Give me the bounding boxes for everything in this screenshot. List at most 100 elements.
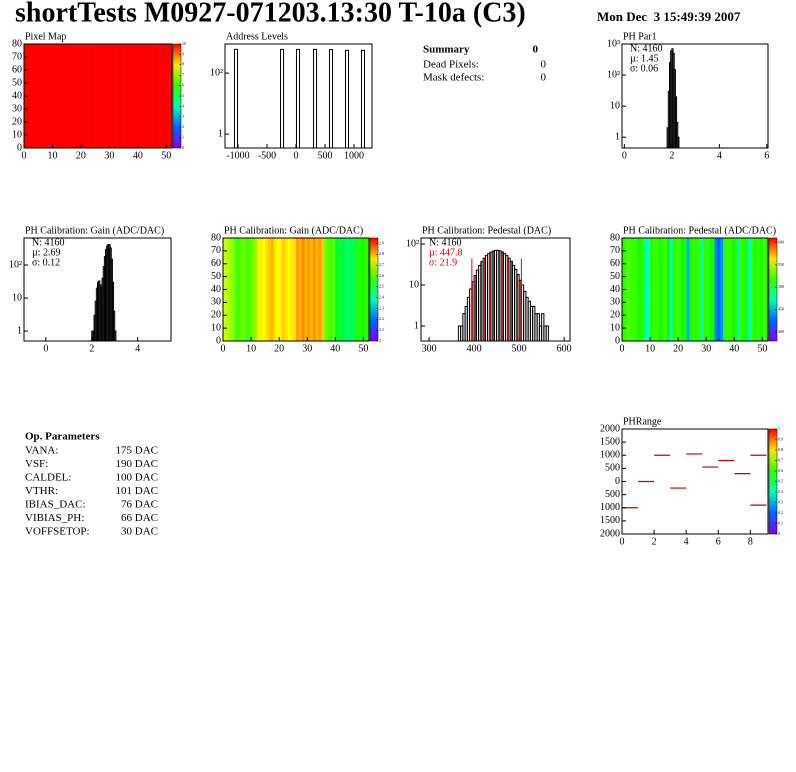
y-tick-label: 10 [211,322,221,333]
heatmap-column [248,238,252,341]
heatmap-column [723,238,727,341]
heatmap-column [329,238,333,341]
heatmap-column [759,238,763,341]
stats-text: σ: 21.9 [429,257,457,268]
x-tick-label: 0 [294,150,299,161]
y-tick-label: 1500 [600,515,620,526]
z-tick-label: 400 [778,329,784,334]
heatmap-column [49,44,53,148]
heatmap-column [117,44,122,148]
heatmap-column [714,238,718,341]
heatmap-column [103,44,107,148]
color-bar [369,237,379,342]
heatmap-column [340,238,345,341]
heatmap-column [697,238,701,341]
heatmap-column [120,44,124,148]
x-tick-label: 20 [673,343,683,354]
heatmap-column [55,44,59,148]
summary-total: 0 [533,44,539,56]
heatmap-column [360,238,364,341]
x-tick-label: 6 [716,536,721,547]
heatmap-column [160,44,164,148]
color-bar [768,237,778,342]
heatmap-column [92,44,96,148]
z-tick-label: 2.1 [379,327,384,332]
heatmap-column [273,238,277,341]
y-tick-label: 60 [610,258,620,269]
heatmap-column [680,238,685,341]
heatmap-column [717,238,721,341]
heatmap-column [343,238,347,341]
y-tick-label: 2000 [600,423,620,434]
heatmap-column [38,44,42,148]
heatmap-column [756,238,760,341]
y-tick-label: 30 [211,297,221,308]
z-tick-label: 0.6 [778,468,783,473]
heatmap-column [225,238,229,341]
heatmap-column [633,238,637,341]
heatmap-column [237,238,241,341]
heatmap-column [765,238,769,341]
y-tick-label: 60 [211,258,221,269]
heatmap-column [115,44,119,148]
x-tick-label: 20 [76,150,86,161]
heatmap-column [751,238,755,341]
heatmap-column [748,238,752,341]
heatmap-column [737,238,741,341]
heatmap-column [366,238,370,341]
param-value: 66 DAC [121,512,158,524]
y-tick-label: 80 [211,232,221,243]
y-tick-label: 1000 [600,450,620,461]
heatmap-column [137,44,141,148]
x-tick-label: 0 [620,343,625,354]
z-tick-label: 2.8 [379,251,384,256]
heatmap-column [315,238,319,341]
heatmap-column [742,238,746,341]
heatmap-column [281,238,286,341]
x-tick-label: 500 [512,343,527,354]
heatmap-column [135,44,139,148]
x-tick-label: 50 [358,343,368,354]
heatmap-column [154,44,159,148]
y-tick-label: 10 [12,292,22,303]
summary-value: 0 [541,72,547,84]
heatmap-column [98,44,102,148]
heatmap-column [301,238,305,341]
heatmap-column [279,238,283,341]
heatmap-column [307,238,311,341]
summary-label: Mask defects: [423,72,484,84]
heatmap-column [146,44,150,148]
heatmap-column [630,238,634,341]
x-tick-label: 40 [729,343,739,354]
heatmap-column [310,238,314,341]
heatmap-column [267,238,272,341]
heatmap-column [63,44,67,148]
z-tick-label: 0.8 [778,447,783,452]
heatmap-column [296,238,300,341]
heatmap-column [312,238,316,341]
heatmap-column [753,238,758,341]
heatmap-column [318,238,322,341]
heatmap-column [132,44,136,148]
heatmap-column [709,238,713,341]
heatmap-column [324,238,328,341]
heatmap-column [109,44,113,148]
heatmap-column [35,44,39,148]
z-tick-label: 2 [379,338,381,343]
z-tick-label: 4 [182,103,184,108]
heatmap-column [41,44,45,148]
heatmap-column [83,44,87,148]
heatmap-column [332,238,336,341]
heatmap-column [270,238,274,341]
heatmap-column [658,238,662,341]
y-tick-label: 1 [615,132,620,143]
heatmap-column [650,238,654,341]
heatmap-column [80,44,85,148]
param-value: 30 DAC [121,526,158,538]
y-tick-label: 30 [610,297,620,308]
z-tick-label: 0.4 [778,489,783,494]
y-tick-label: 10 [610,322,620,333]
y-tick-label: 60 [12,64,22,75]
frame [23,237,172,342]
